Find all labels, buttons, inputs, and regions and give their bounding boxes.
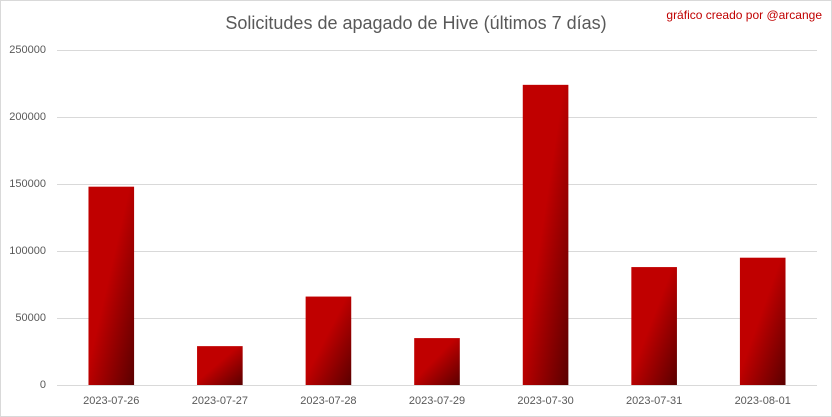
x-tick-label: 2023-07-27 xyxy=(192,395,248,407)
y-tick-label: 100000 xyxy=(9,245,46,257)
chart-title: Solicitudes de apagado de Hive (últimos … xyxy=(225,13,606,33)
bar xyxy=(739,257,786,385)
bar xyxy=(197,346,243,385)
y-tick-label: 50000 xyxy=(15,312,46,324)
bar xyxy=(522,84,569,385)
bar xyxy=(414,338,460,385)
y-tick-label: 0 xyxy=(40,379,46,391)
x-tick-label: 2023-07-30 xyxy=(517,395,573,407)
y-tick-label: 150000 xyxy=(9,178,46,190)
y-tick-label: 250000 xyxy=(9,44,46,56)
x-tick-label: 2023-07-31 xyxy=(626,395,682,407)
bar xyxy=(631,267,677,385)
x-tick-label: 2023-07-28 xyxy=(300,395,356,407)
bar xyxy=(88,186,135,385)
x-tick-label: 2023-08-01 xyxy=(735,395,791,407)
bar xyxy=(305,296,352,385)
annotation: gráfico creado por @arcange xyxy=(666,8,822,22)
x-tick-label: 2023-07-29 xyxy=(409,395,465,407)
x-tick-label: 2023-07-26 xyxy=(83,395,139,407)
y-tick-label: 200000 xyxy=(9,111,46,123)
